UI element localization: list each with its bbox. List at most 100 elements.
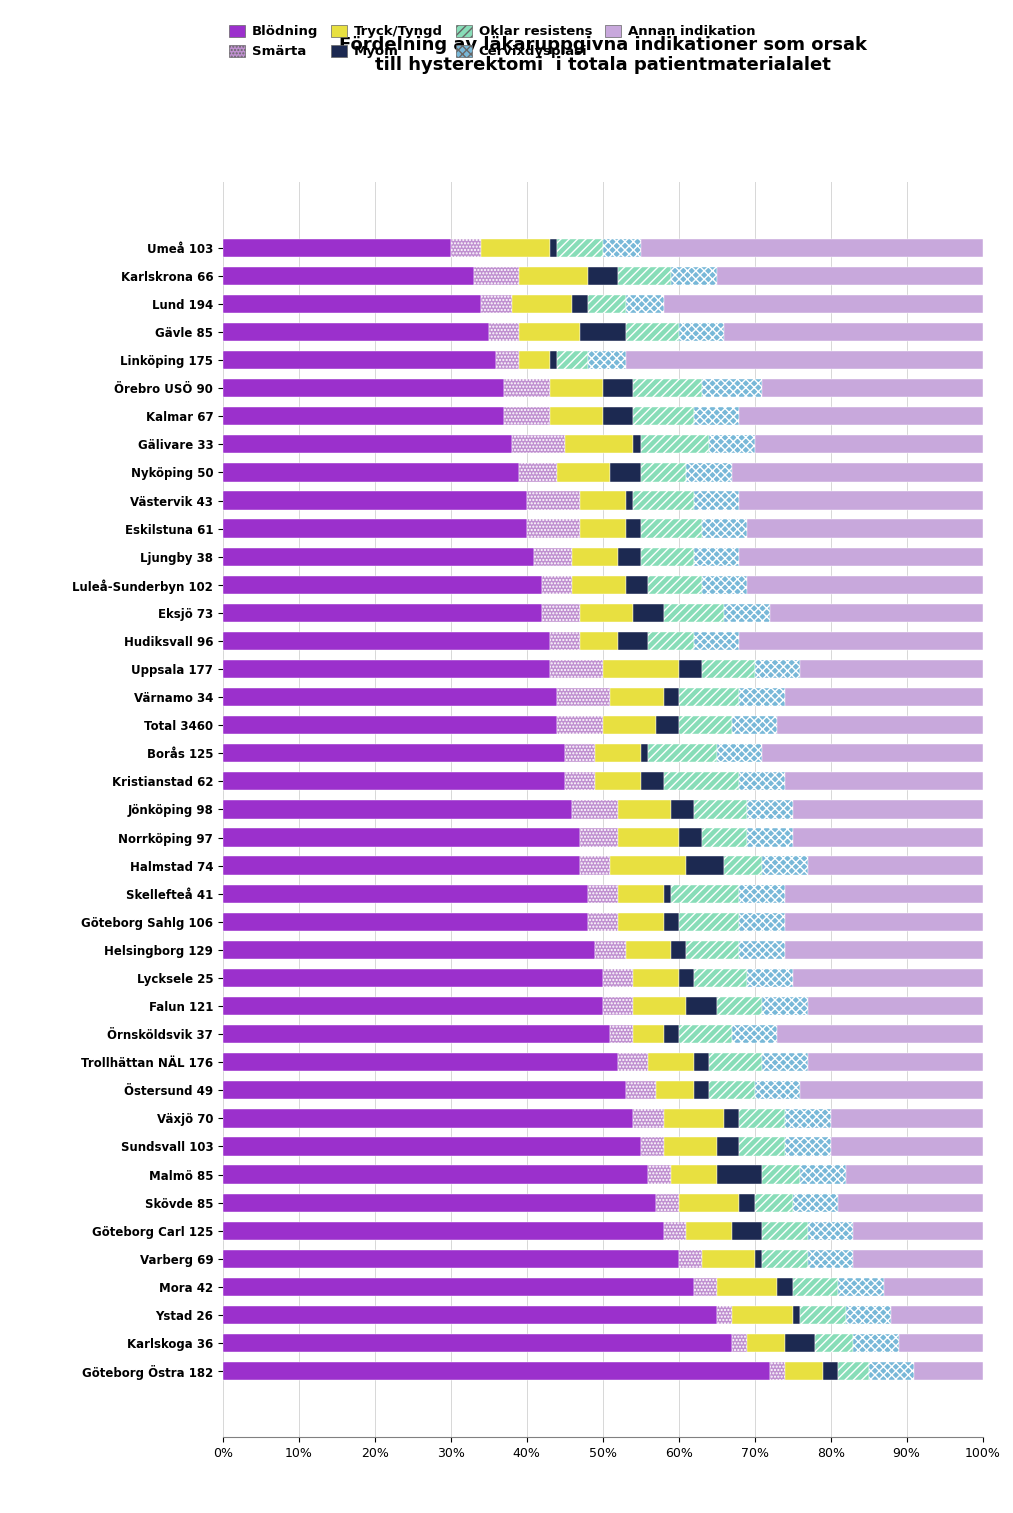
- Bar: [557, 716, 603, 734]
- Bar: [223, 436, 512, 454]
- Bar: [717, 1306, 732, 1324]
- Bar: [596, 744, 641, 763]
- Bar: [633, 436, 640, 454]
- Bar: [724, 856, 762, 875]
- Bar: [223, 1278, 694, 1297]
- Bar: [223, 688, 557, 707]
- Bar: [800, 660, 983, 678]
- Bar: [223, 322, 488, 340]
- Bar: [618, 1053, 648, 1071]
- Bar: [626, 351, 983, 369]
- Bar: [496, 351, 519, 369]
- Bar: [223, 407, 504, 425]
- Bar: [763, 744, 983, 763]
- Bar: [709, 1053, 763, 1071]
- Bar: [748, 829, 793, 847]
- Bar: [648, 632, 694, 651]
- Bar: [793, 800, 983, 819]
- Bar: [223, 1082, 626, 1100]
- Bar: [664, 1138, 717, 1156]
- Bar: [223, 941, 596, 959]
- Bar: [641, 519, 701, 537]
- Bar: [223, 1221, 664, 1239]
- Bar: [223, 660, 549, 678]
- Bar: [808, 856, 983, 875]
- Bar: [739, 1194, 755, 1212]
- Bar: [542, 575, 572, 595]
- Bar: [694, 800, 748, 819]
- Bar: [527, 519, 579, 537]
- Bar: [223, 295, 481, 313]
- Bar: [626, 322, 679, 340]
- Bar: [626, 295, 664, 313]
- Bar: [223, 829, 580, 847]
- Bar: [633, 1109, 664, 1127]
- Bar: [748, 575, 983, 595]
- Bar: [610, 856, 687, 875]
- Bar: [223, 716, 557, 734]
- Bar: [451, 239, 481, 257]
- Bar: [808, 1053, 983, 1071]
- Bar: [717, 997, 763, 1015]
- Bar: [588, 351, 625, 369]
- Bar: [824, 1362, 839, 1380]
- Bar: [223, 1306, 717, 1324]
- Bar: [557, 688, 610, 707]
- Bar: [549, 380, 603, 398]
- Bar: [588, 295, 625, 313]
- Bar: [717, 744, 763, 763]
- Bar: [778, 1024, 983, 1044]
- Bar: [648, 1053, 694, 1071]
- Bar: [694, 1082, 709, 1100]
- Bar: [846, 1306, 891, 1324]
- Bar: [671, 941, 687, 959]
- Bar: [671, 266, 717, 284]
- Bar: [709, 436, 755, 454]
- Bar: [223, 266, 474, 284]
- Bar: [694, 632, 739, 651]
- Bar: [763, 1221, 808, 1239]
- Bar: [755, 660, 800, 678]
- Bar: [717, 1165, 763, 1183]
- Bar: [679, 1024, 731, 1044]
- Bar: [520, 351, 550, 369]
- Bar: [664, 1221, 687, 1239]
- Bar: [618, 800, 671, 819]
- Bar: [648, 744, 717, 763]
- Bar: [785, 688, 983, 707]
- Bar: [785, 912, 983, 930]
- Bar: [588, 912, 618, 930]
- Bar: [223, 632, 549, 651]
- Bar: [679, 912, 739, 930]
- Bar: [717, 1138, 739, 1156]
- Bar: [596, 772, 641, 790]
- Bar: [671, 800, 694, 819]
- Bar: [641, 772, 664, 790]
- Bar: [223, 575, 542, 595]
- Bar: [664, 1024, 679, 1044]
- Bar: [732, 716, 778, 734]
- Bar: [223, 856, 580, 875]
- Bar: [694, 407, 739, 425]
- Bar: [610, 463, 640, 481]
- Bar: [641, 548, 694, 566]
- Bar: [565, 772, 596, 790]
- Bar: [853, 1250, 983, 1268]
- Bar: [694, 968, 748, 986]
- Bar: [520, 463, 557, 481]
- Bar: [694, 492, 739, 510]
- Legend: Blödning, Smärta, Tryck/Tyngd, Myom, Oklar resistens, Cervixdysplasi, Annan indi: Blödning, Smärta, Tryck/Tyngd, Myom, Okl…: [230, 24, 755, 59]
- Bar: [618, 548, 641, 566]
- Bar: [687, 463, 732, 481]
- Bar: [641, 436, 709, 454]
- Bar: [732, 1221, 763, 1239]
- Bar: [618, 912, 664, 930]
- Bar: [739, 632, 983, 651]
- Bar: [694, 548, 739, 566]
- Bar: [739, 912, 785, 930]
- Bar: [656, 1082, 694, 1100]
- Bar: [580, 322, 626, 340]
- Bar: [793, 1306, 800, 1324]
- Bar: [626, 492, 633, 510]
- Bar: [535, 548, 572, 566]
